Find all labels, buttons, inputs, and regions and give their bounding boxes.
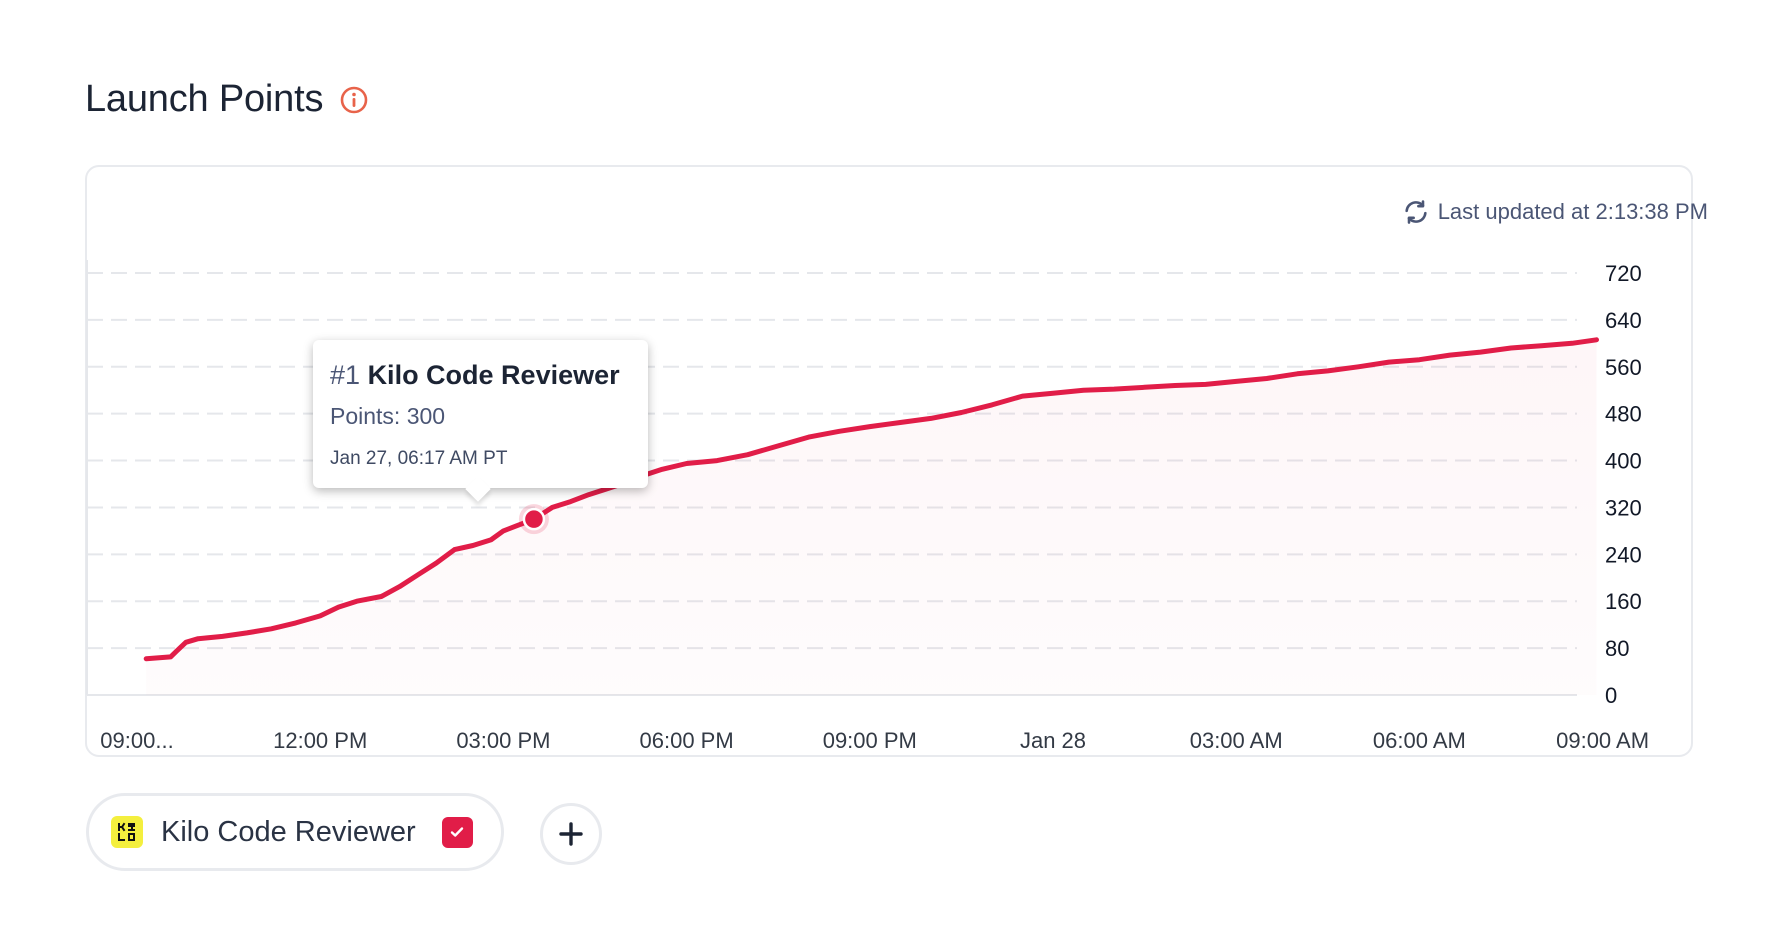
tooltip-rank: #1 [330, 360, 361, 390]
last-updated: Last updated at 2:13:38 PM [1402, 198, 1708, 226]
x-tick-label: 03:00 PM [456, 728, 550, 753]
y-tick-label: 400 [1605, 449, 1642, 474]
series-line[interactable] [143, 337, 1599, 662]
x-tick-label: 06:00 PM [640, 728, 734, 753]
x-tick-label: 03:00 AM [1190, 728, 1283, 753]
check-icon [450, 827, 464, 837]
legend-label: Kilo Code Reviewer [161, 815, 416, 848]
legend-checkbox[interactable] [441, 816, 473, 848]
tooltip-points: Points: 300 [330, 403, 446, 429]
y-axis: 0 80 160 240 320 400 480 560 640 720 [1605, 261, 1642, 708]
refresh-icon[interactable] [1402, 198, 1430, 226]
tooltip-name: Kilo Code Reviewer [367, 360, 620, 390]
y-tick-label: 480 [1605, 402, 1642, 427]
add-series-button[interactable] [540, 803, 602, 865]
tooltip-title: #1 Kilo Code Reviewer [330, 360, 631, 391]
y-tick-label: 560 [1605, 355, 1642, 380]
x-tick-label: 06:00 AM [1373, 728, 1466, 753]
x-axis: 09:00... 12:00 PM 03:00 PM 06:00 PM 09:00 PM… [100, 728, 1649, 753]
page-title: Launch Points [85, 78, 324, 120]
chart-tooltip: #1 Kilo Code Reviewer Points: 300 Jan 27… [313, 340, 648, 488]
y-tick-label: 0 [1605, 683, 1617, 708]
y-tick-label: 720 [1605, 261, 1642, 286]
x-tick-label: Jan 28 [1020, 728, 1086, 753]
last-updated-text: Last updated at 2:13:38 PM [1437, 199, 1708, 224]
title-row: Launch Points [85, 78, 369, 121]
y-tick-label: 640 [1605, 308, 1642, 333]
y-tick-label: 80 [1605, 636, 1629, 661]
y-tick-label: 240 [1605, 542, 1642, 567]
highlight-point[interactable] [522, 507, 546, 531]
y-tick-label: 320 [1605, 495, 1642, 520]
x-tick-label: 09:00 AM [1556, 728, 1649, 753]
x-tick-label: 09:00 PM [823, 728, 917, 753]
x-tick-label: 12:00 PM [273, 728, 367, 753]
series-area [146, 339, 1597, 695]
plus-icon [559, 822, 583, 846]
kilo-logo-icon [111, 816, 143, 848]
tooltip-date: Jan 27, 06:17 AM PT [330, 448, 508, 469]
legend-item-kilo-code-reviewer[interactable]: Kilo Code Reviewer [86, 793, 504, 871]
x-tick-label: 09:00... [100, 728, 173, 753]
y-tick-label: 160 [1605, 589, 1642, 614]
info-circle-icon[interactable] [339, 85, 369, 115]
